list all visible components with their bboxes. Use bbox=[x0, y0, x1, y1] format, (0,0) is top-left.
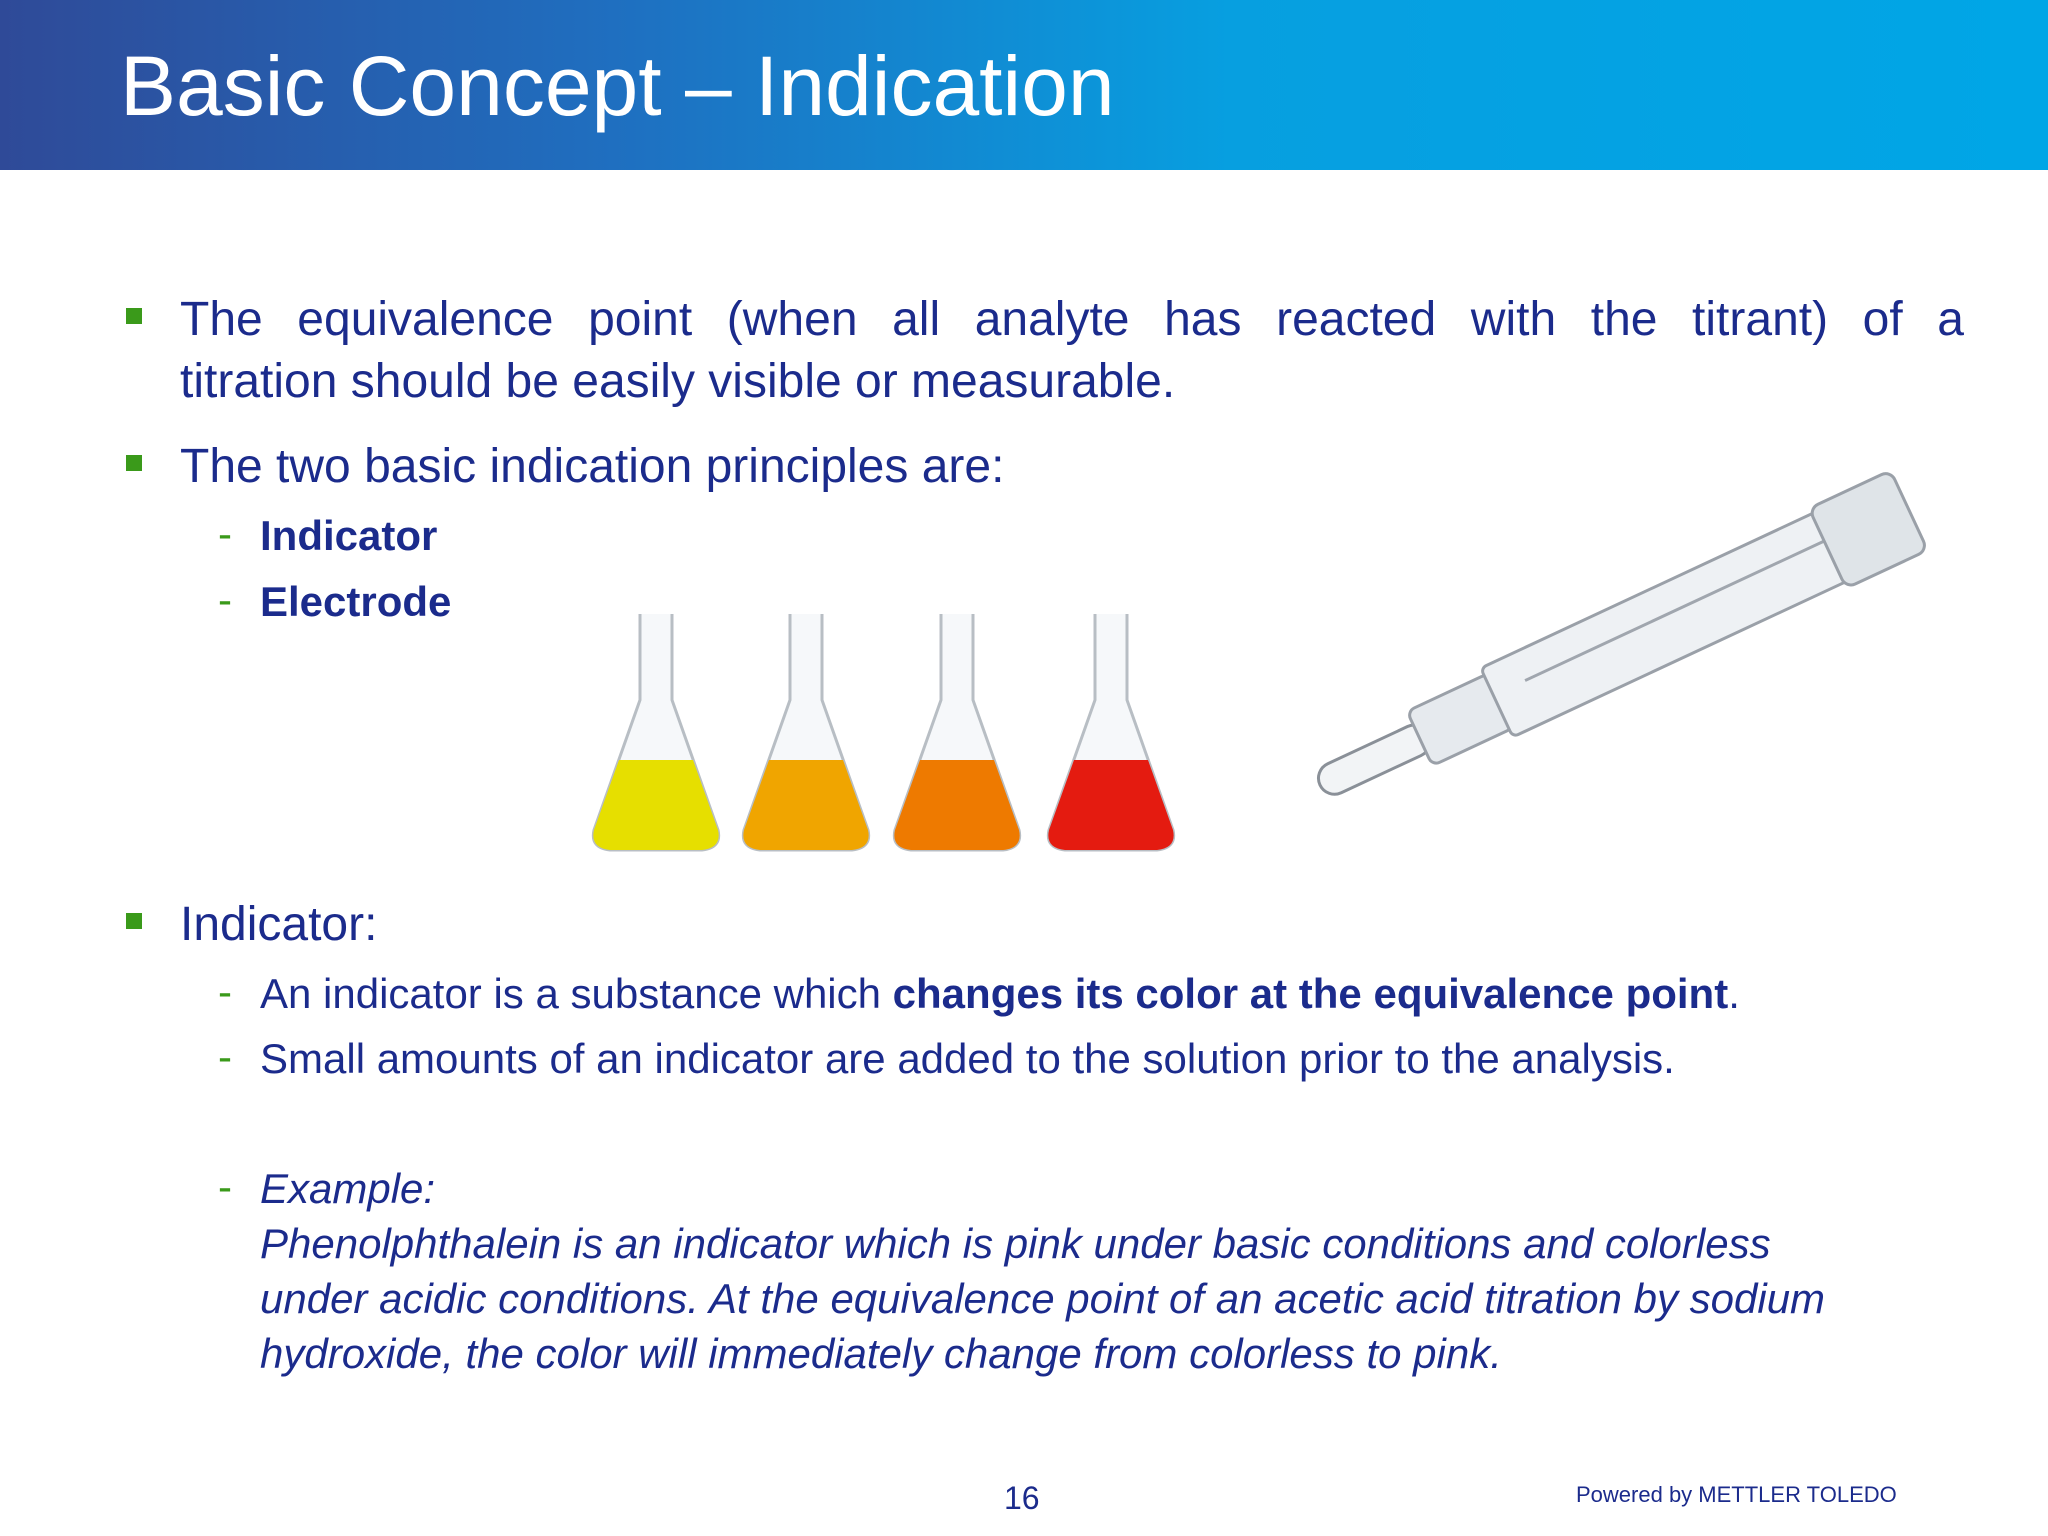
text: Phenolphthalein is an indicator which is… bbox=[260, 1220, 1771, 1267]
text: Indicator bbox=[260, 512, 438, 559]
brand: Powered by METTLER TOLEDO bbox=[1576, 1482, 1897, 1507]
slide-title: Basic Concept – Indication bbox=[120, 39, 1115, 133]
bullet bbox=[126, 308, 142, 324]
dash: - bbox=[218, 510, 232, 557]
dash: - bbox=[218, 1163, 232, 1210]
text: changes its color at the equivalence poi… bbox=[892, 970, 1729, 1017]
text: Example: bbox=[260, 1165, 436, 1212]
page-number: 16 bbox=[1004, 1480, 1040, 1516]
bullet bbox=[126, 913, 142, 929]
header-bar bbox=[0, 0, 2048, 170]
dash: - bbox=[218, 968, 232, 1015]
dash: - bbox=[218, 576, 232, 623]
text: under acidic conditions. At the equivale… bbox=[260, 1275, 1826, 1322]
text: hydroxide, the color will immediately ch… bbox=[260, 1330, 1502, 1377]
text: Indicator: bbox=[180, 898, 378, 951]
text: An indicator is a substance which change… bbox=[260, 970, 1740, 1018]
text: An indicator is a substance which bbox=[260, 970, 893, 1017]
bullet bbox=[126, 455, 142, 471]
dash: - bbox=[218, 1033, 232, 1080]
text: titration should be easily visible or me… bbox=[180, 355, 1176, 408]
text: . bbox=[1728, 970, 1740, 1017]
flasks bbox=[591, 614, 1176, 852]
electrode bbox=[1317, 472, 1926, 796]
text: Small amounts of an indicator are added … bbox=[260, 1035, 1675, 1082]
text: Electrode bbox=[260, 578, 452, 625]
text: The equivalence point (when all analyte … bbox=[180, 293, 1964, 346]
text: The two basic indication principles are: bbox=[180, 440, 1005, 493]
